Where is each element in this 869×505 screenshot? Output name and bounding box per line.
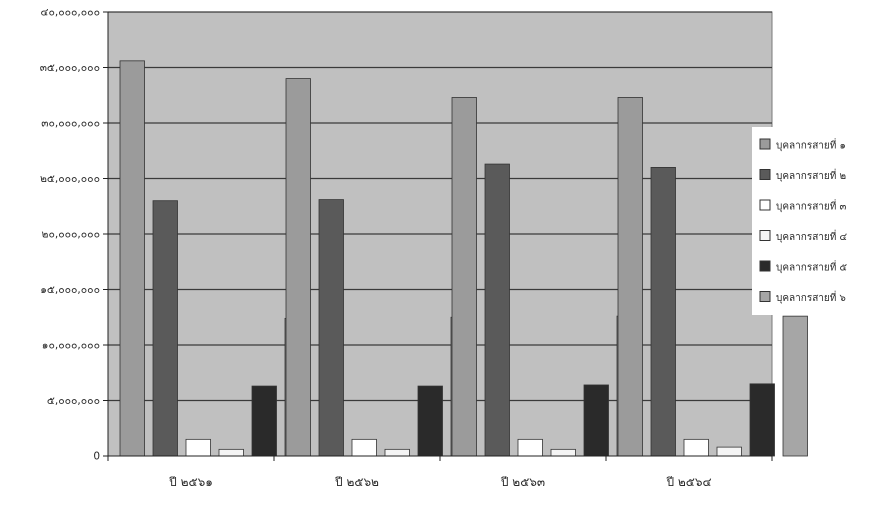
legend-swatch [759,169,771,180]
legend-label: บุคลากรสายที่ ๖ [776,290,846,304]
bar [285,78,311,457]
bar [451,97,477,457]
bar [517,438,543,457]
legend-swatch [759,199,771,211]
legend-label: บุคลากรสายที่ ๕ [776,260,848,274]
bar [782,315,808,457]
y-tick-label: ๓๐,๐๐๐,๐๐๐ [41,118,100,130]
legend-label: บุคลากรสายที่ ๔ [776,229,848,243]
y-tick-label: ๔๐,๐๐๐,๐๐๐ [41,7,100,19]
bar [683,438,709,457]
legend-label: บุคลากรสายที่ ๓ [776,199,847,213]
bar [119,60,145,457]
y-tick-label: ๑๐,๐๐๐,๐๐๐ [42,340,100,352]
bar [251,385,277,457]
bar [318,199,344,457]
x-tick-label: ปี ๒๕๖๑ [169,475,213,489]
y-tick-label: ๒๕,๐๐๐,๐๐๐ [40,173,100,185]
legend-swatch [759,138,771,150]
legend-swatch [759,260,771,272]
bar [351,438,377,457]
x-tick-label: ปี ๒๕๖๒ [334,475,379,489]
bar [484,163,510,457]
x-tick-label: ปี ๒๕๖๓ [500,475,545,489]
legend-swatch [759,230,771,241]
legend-swatch [759,291,771,302]
bar [384,448,410,457]
legend-label: บุคลากรสายที่ ๑ [776,138,846,152]
bar [417,385,443,457]
bar [749,383,775,457]
y-tick-label: 0 [93,451,100,463]
legend-box [752,127,867,315]
legend-label: บุคลากรสายที่ ๒ [776,168,846,182]
bar [152,200,178,457]
y-tick-label: ๓๕,๐๐๐,๐๐๐ [40,62,100,74]
bar [617,97,643,457]
bar [650,166,676,457]
bar [716,446,742,457]
bar [218,448,244,457]
bar [185,438,211,457]
y-tick-label: ๕,๐๐๐,๐๐๐ [47,395,100,407]
x-tick-label: ปี ๒๕๖๔ [666,475,712,489]
bar [550,448,576,457]
bar [583,384,609,457]
y-tick-label: ๒๐,๐๐๐,๐๐๐ [42,229,100,241]
y-tick-label: ๑๕,๐๐๐,๐๐๐ [40,284,100,296]
